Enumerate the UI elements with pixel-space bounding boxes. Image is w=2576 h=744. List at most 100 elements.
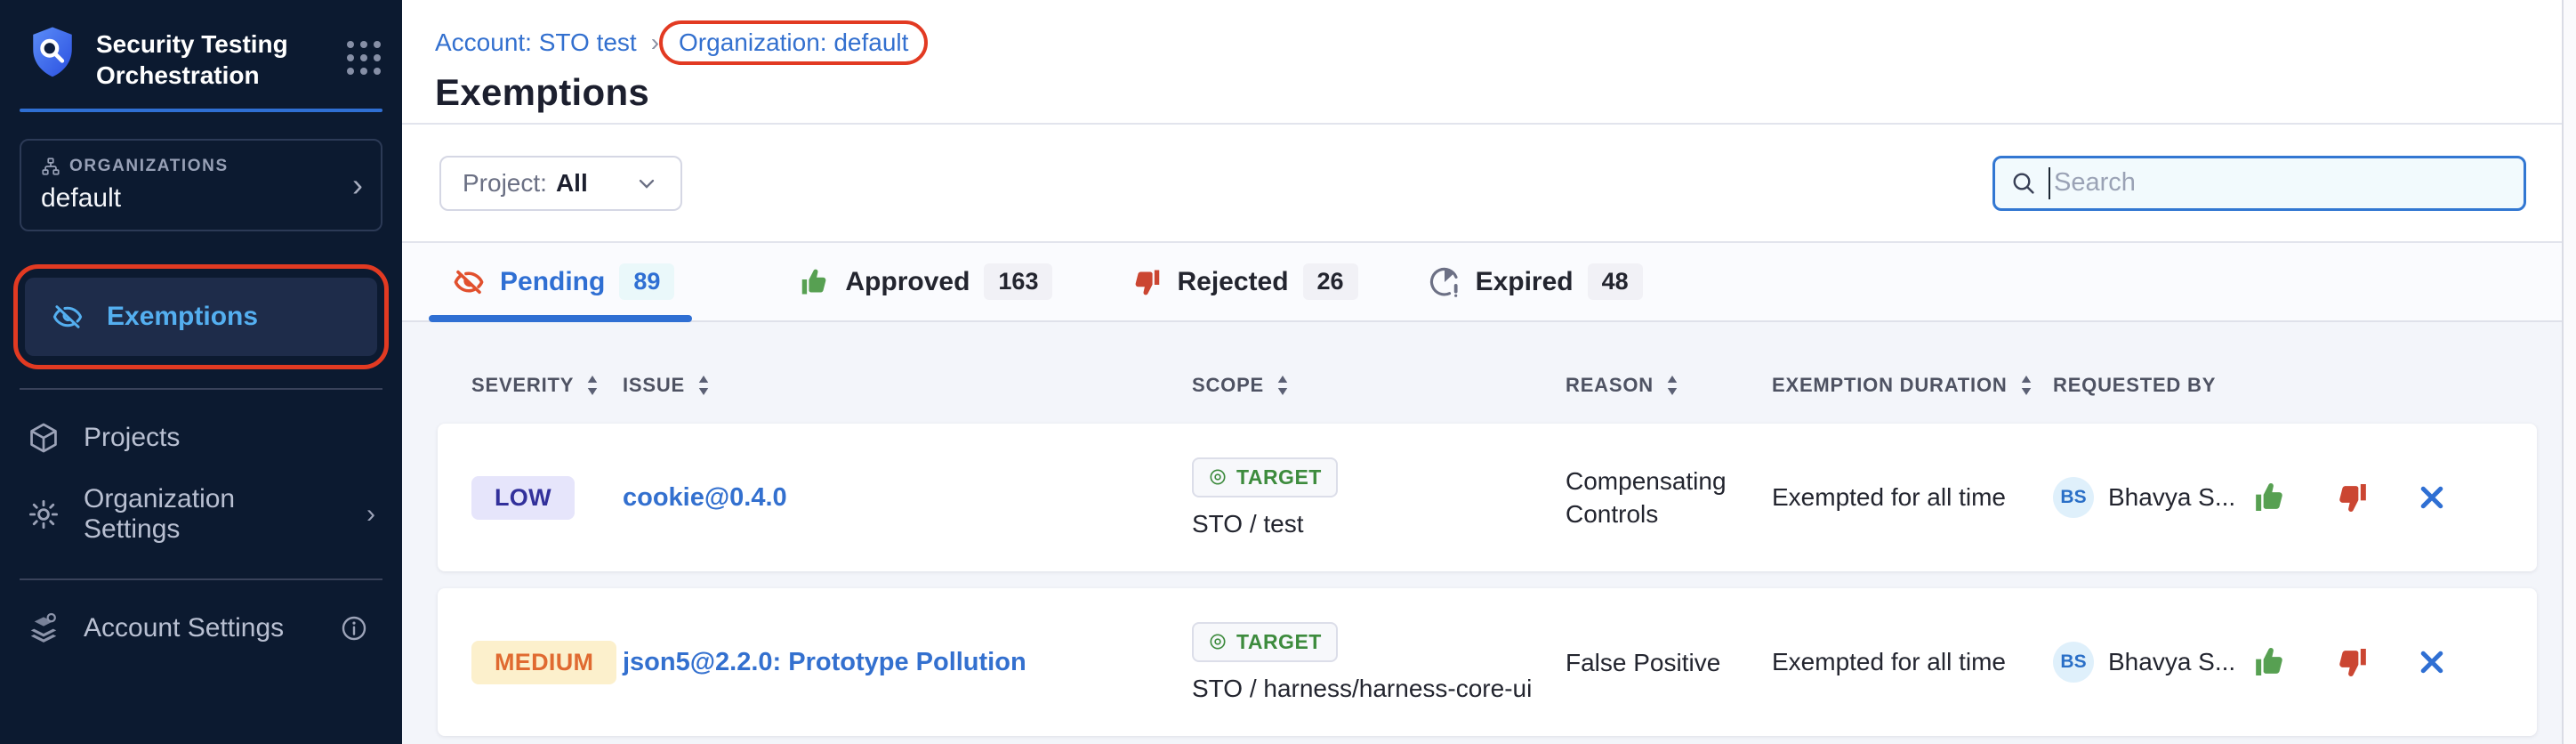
column-header-issue[interactable]: ISSUE bbox=[623, 374, 1192, 397]
tab-expired[interactable]: Expired 48 bbox=[1428, 243, 1643, 320]
sidebar-item-exemptions[interactable]: Exemptions bbox=[25, 278, 377, 356]
table-row[interactable]: LOW cookie@0.4.0 TARGET STO / test Compe… bbox=[438, 424, 2537, 571]
severity-badge: LOW bbox=[471, 475, 575, 520]
target-chip: TARGET bbox=[1192, 457, 1338, 497]
project-filter-dropdown[interactable]: Project: All bbox=[439, 155, 682, 211]
eye-off-icon bbox=[454, 270, 484, 294]
exemptions-table: SEVERITY ISSUE SCOPE REASON EXEMPTION DU… bbox=[402, 322, 2576, 744]
cancel-button[interactable] bbox=[2416, 481, 2448, 514]
chevron-right-icon: › bbox=[352, 166, 363, 203]
reason-cell: Compensating Controls bbox=[1566, 467, 1727, 528]
duration-cell: Exempted for all time bbox=[1772, 648, 2006, 675]
scope-path: STO / harness/harness-core-ui bbox=[1192, 674, 1533, 702]
tab-pending[interactable]: Pending 89 bbox=[428, 243, 693, 322]
table-header-row: SEVERITY ISSUE SCOPE REASON EXEMPTION DU… bbox=[438, 322, 2537, 424]
sidebar-item-account-settings[interactable]: Account Settings bbox=[18, 600, 384, 657]
sidebar-item-organization-settings[interactable]: Organization Settings › bbox=[18, 484, 384, 544]
thumbs-up-icon bbox=[802, 269, 826, 294]
column-header-requested-by: REQUESTED BY bbox=[2053, 374, 2217, 396]
eye-off-icon bbox=[52, 305, 83, 328]
column-header-exemption-duration[interactable]: EXEMPTION DURATION bbox=[1772, 374, 2053, 397]
table-row[interactable]: MEDIUM json5@2.2.0: Prototype Pollution … bbox=[438, 588, 2537, 736]
close-icon bbox=[2420, 651, 2443, 674]
column-header-severity[interactable]: SEVERITY bbox=[471, 374, 623, 397]
issue-link[interactable]: json5@2.2.0: Prototype Pollution bbox=[623, 647, 1026, 676]
requester-name: Bhavya S... bbox=[2108, 483, 2236, 511]
sidebar-item-label: Account Settings bbox=[84, 613, 285, 643]
target-icon bbox=[1210, 634, 1226, 650]
sidebar-header: Security Testing Orchestration bbox=[18, 0, 384, 109]
tab-count-badge: 89 bbox=[619, 263, 675, 300]
project-filter-value: All bbox=[555, 168, 588, 197]
scope-cell: TARGET STO / harness/harness-core-ui bbox=[1192, 621, 1566, 703]
reject-button[interactable] bbox=[2334, 644, 2370, 680]
tab-rejected[interactable]: Rejected 26 bbox=[1131, 243, 1358, 320]
breadcrumb: Account: STO test › Organization: defaul… bbox=[435, 20, 2576, 65]
thumbs-up-icon bbox=[2256, 648, 2282, 675]
severity-badge: MEDIUM bbox=[471, 640, 617, 684]
search-input[interactable] bbox=[2054, 168, 2509, 198]
tab-count-badge: 26 bbox=[1302, 263, 1358, 300]
filter-toolbar: Project: All bbox=[402, 125, 2576, 243]
close-icon bbox=[2420, 486, 2443, 509]
requested-by-cell: BS Bhavya S... bbox=[2053, 477, 2537, 518]
organization-selector[interactable]: ORGANIZATIONS default › bbox=[20, 139, 382, 231]
cancel-button[interactable] bbox=[2416, 646, 2448, 678]
vertical-scrollbar[interactable] bbox=[2562, 0, 2576, 744]
sort-icon[interactable] bbox=[2020, 376, 2033, 395]
sort-icon[interactable] bbox=[1666, 376, 1678, 395]
cube-icon bbox=[30, 423, 57, 453]
approve-button[interactable] bbox=[2252, 644, 2288, 680]
org-hierarchy-icon bbox=[42, 158, 60, 175]
avatar: BS bbox=[2053, 642, 2094, 683]
sort-icon[interactable] bbox=[1276, 376, 1289, 395]
page-header: Account: STO test › Organization: defaul… bbox=[402, 0, 2576, 125]
scope-cell: TARGET STO / test bbox=[1192, 457, 1566, 538]
search-icon bbox=[2013, 173, 2034, 194]
org-selector-value: default bbox=[41, 183, 122, 213]
thumbs-up-icon bbox=[2256, 483, 2282, 511]
issue-link[interactable]: cookie@0.4.0 bbox=[623, 482, 787, 512]
column-header-reason[interactable]: REASON bbox=[1566, 374, 1772, 397]
chevron-right-icon: › bbox=[366, 499, 375, 529]
tab-count-badge: 48 bbox=[1587, 263, 1643, 300]
info-icon[interactable] bbox=[340, 614, 368, 643]
project-filter-label: Project: bbox=[463, 168, 547, 197]
target-chip: TARGET bbox=[1192, 621, 1338, 662]
breadcrumb-account-link[interactable]: Account: STO test bbox=[435, 28, 637, 56]
reason-cell: False Positive bbox=[1566, 648, 1721, 676]
sidebar-item-projects[interactable]: Projects bbox=[18, 409, 384, 466]
chevron-down-icon bbox=[639, 179, 654, 189]
tab-label: Expired bbox=[1475, 266, 1574, 296]
thumbs-down-icon bbox=[2339, 649, 2366, 676]
sidebar-divider bbox=[20, 388, 382, 390]
thumbs-down-icon bbox=[1136, 270, 1160, 295]
reject-button[interactable] bbox=[2334, 480, 2370, 515]
sto-shield-logo bbox=[33, 27, 72, 77]
sort-icon[interactable] bbox=[586, 376, 599, 395]
breadcrumb-organization-link[interactable]: Organization: default bbox=[679, 28, 909, 56]
sidebar-divider bbox=[20, 578, 382, 580]
duration-cell: Exempted for all time bbox=[1772, 483, 2006, 511]
gear-icon bbox=[29, 500, 58, 529]
time-expired-icon bbox=[1429, 267, 1458, 297]
thumbs-down-icon bbox=[2339, 484, 2366, 512]
status-tabs: Pending 89 Approved 163 Rejected 26 bbox=[402, 243, 2576, 322]
sidebar-item-label: Projects bbox=[84, 423, 181, 452]
text-caret bbox=[2049, 166, 2050, 199]
approve-button[interactable] bbox=[2252, 480, 2288, 515]
sidebar-accent-line bbox=[20, 109, 382, 112]
sort-icon[interactable] bbox=[697, 376, 710, 395]
app-title: Security Testing Orchestration bbox=[96, 30, 288, 89]
requester-name: Bhavya S... bbox=[2108, 648, 2236, 675]
scope-path: STO / test bbox=[1192, 509, 1304, 538]
layers-gear-icon bbox=[30, 612, 57, 643]
sidebar-item-label: Exemptions bbox=[107, 302, 259, 331]
app-grid-icon[interactable] bbox=[347, 41, 381, 75]
page-title: Exemptions bbox=[435, 71, 650, 113]
org-selector-label: ORGANIZATIONS bbox=[69, 157, 229, 175]
tab-approved[interactable]: Approved 163 bbox=[799, 243, 1053, 320]
column-header-scope[interactable]: SCOPE bbox=[1192, 374, 1566, 397]
tab-count-badge: 163 bbox=[984, 263, 1053, 300]
